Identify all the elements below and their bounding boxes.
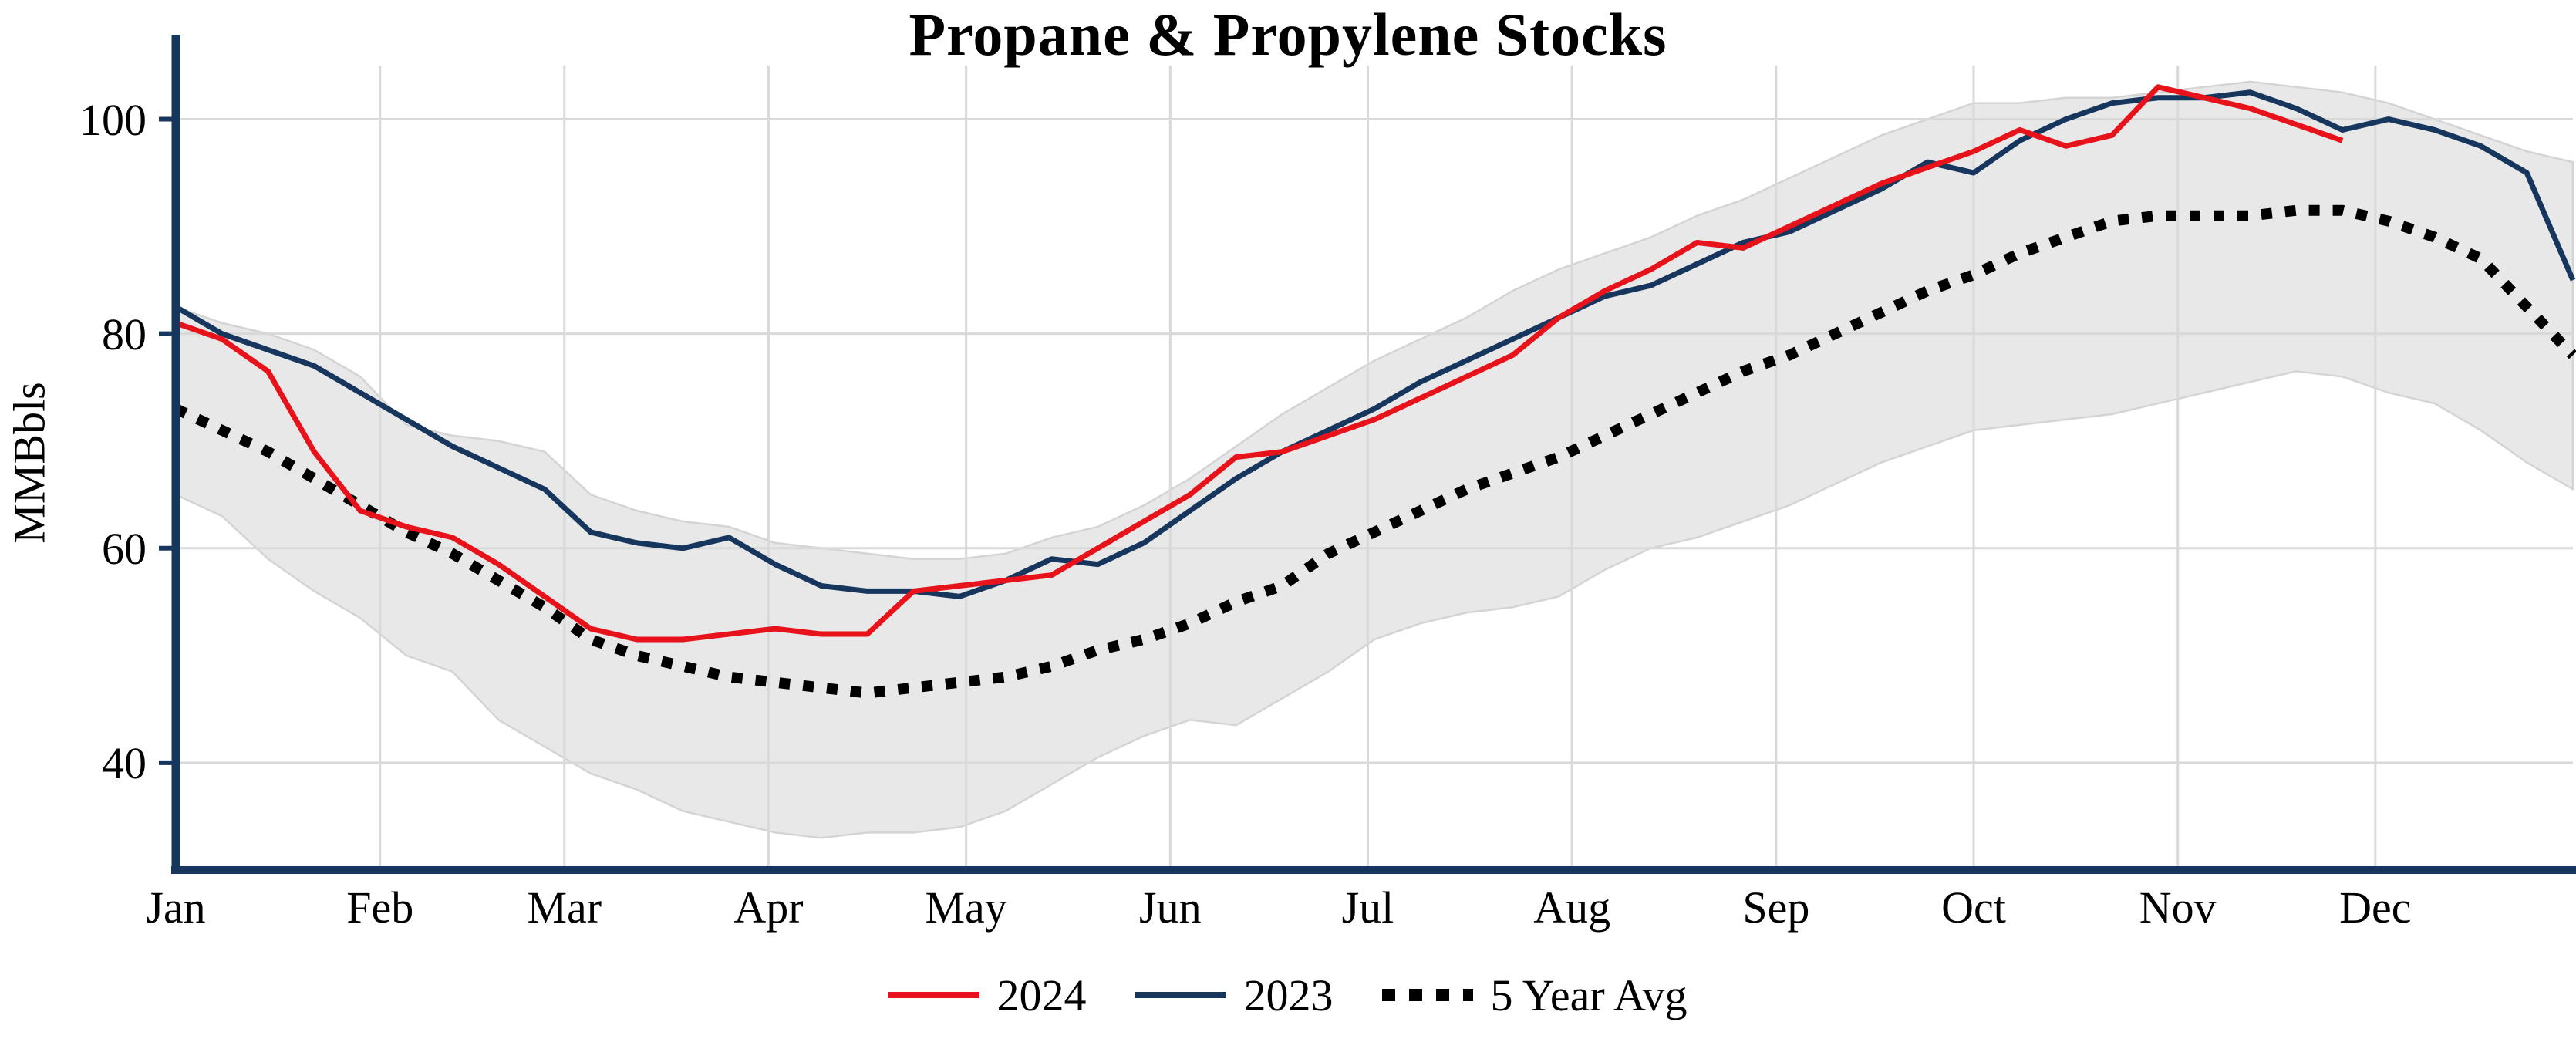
x-tick-label-dec: Dec	[2339, 882, 2411, 933]
y-tick-label-60: 60	[102, 524, 147, 574]
legend-item-5-year-avg: 5 Year Avg	[1382, 970, 1688, 1021]
series-line-2023	[174, 89, 2576, 599]
series-line-5-year-avg	[174, 204, 2576, 699]
y-axis-title: MMBbls	[4, 382, 55, 544]
plot-area: 40 60 80 100 Jan Feb Mar Apr May Jun Jul Aug Sep Oct N…	[79, 35, 2576, 933]
chart-title: Propane & Propylene Stocks	[909, 1, 1667, 68]
legend-label-2023: 2023	[1243, 970, 1334, 1020]
x-tick-label-jul: Jul	[1342, 882, 1394, 933]
series-line-2024	[174, 84, 2344, 643]
legend-swatch-2024	[888, 992, 980, 998]
x-tick-label-apr: Apr	[733, 882, 803, 933]
x-tick-label-jan: Jan	[146, 882, 205, 933]
y-tick-label-80: 80	[102, 309, 147, 359]
x-tick-label-feb: Feb	[346, 882, 413, 933]
x-tick-label-may: May	[925, 882, 1006, 933]
legend: 2024 2023 5 Year Avg	[0, 960, 2576, 1030]
legend-label-5-year-avg: 5 Year Avg	[1490, 970, 1688, 1020]
x-tick-label-mar: Mar	[527, 882, 602, 933]
x-tick-label-jun: Jun	[1139, 882, 1202, 933]
x-tick-label-nov: Nov	[2139, 882, 2217, 933]
x-tick-label-aug: Aug	[1533, 882, 1610, 933]
y-tick-label-40: 40	[102, 738, 147, 788]
x-tick-label-sep: Sep	[1742, 882, 1809, 933]
x-tick-label-oct: Oct	[1941, 882, 2006, 933]
legend-label-2024: 2024	[996, 970, 1087, 1020]
legend-swatch-5-year-avg	[1382, 989, 1474, 1001]
legend-item-2024: 2024	[888, 970, 1086, 1021]
five-year-range-band	[174, 80, 2574, 839]
legend-item-2023: 2023	[1135, 970, 1333, 1021]
y-tick-label-100: 100	[79, 95, 147, 145]
legend-swatch-2023	[1135, 992, 1227, 998]
